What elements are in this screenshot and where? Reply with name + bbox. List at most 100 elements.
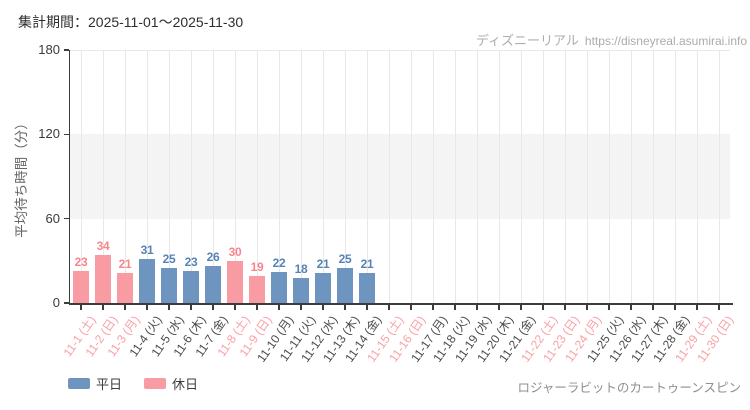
- bar-value-label: 25: [338, 251, 352, 266]
- x-axis-tick: [278, 304, 280, 310]
- bar-value-label: 22: [272, 256, 286, 271]
- gridline-vertical: [696, 50, 698, 303]
- y-axis-tick-label: 180: [38, 42, 60, 57]
- gridline-vertical: [608, 50, 610, 303]
- gridline-top: [70, 50, 730, 51]
- gridline-vertical: [234, 50, 236, 303]
- gridline-vertical: [256, 50, 258, 303]
- site-watermark: ディズニーリアル https://disneyreal.asumirai.info: [476, 30, 747, 49]
- x-axis-tick: [300, 304, 302, 310]
- x-axis-tick: [630, 304, 632, 310]
- gridline-vertical: [80, 50, 82, 303]
- gridline-vertical: [212, 50, 214, 303]
- x-axis-line: [68, 303, 733, 305]
- gridline-vertical: [168, 50, 170, 303]
- gridline-vertical: [454, 50, 456, 303]
- gridline-vertical: [388, 50, 390, 303]
- bar-value-label: 21: [316, 257, 330, 272]
- gridline-vertical: [190, 50, 192, 303]
- x-axis-tick: [454, 304, 456, 310]
- x-axis-tick: [124, 304, 126, 310]
- y-axis-tick: [63, 49, 69, 51]
- x-axis-tick: [542, 304, 544, 310]
- wait-time-bar[interactable]: [249, 276, 265, 303]
- gridline-vertical: [630, 50, 632, 303]
- chart-legend: 平日 休日: [68, 374, 198, 393]
- wait-time-bar[interactable]: [337, 267, 353, 303]
- bar-value-label: 18: [294, 261, 308, 276]
- x-axis-tick: [476, 304, 478, 310]
- x-axis-tick: [564, 304, 566, 310]
- x-axis-tick: [102, 304, 104, 310]
- bar-value-label: 21: [118, 257, 132, 272]
- x-axis-tick: [410, 304, 412, 310]
- x-axis-tick: [498, 304, 500, 310]
- legend-item-weekday[interactable]: 平日: [68, 374, 122, 393]
- gridline-vertical: [102, 50, 104, 303]
- bar-value-label: 31: [140, 243, 154, 258]
- x-axis-tick: [256, 304, 258, 310]
- y-axis-tick: [63, 133, 69, 136]
- gridline-vertical: [366, 50, 368, 303]
- site-name: ディズニーリアル: [475, 33, 579, 48]
- x-axis-tick: [190, 304, 192, 310]
- gridline-vertical: [520, 50, 522, 303]
- wait-time-bar[interactable]: [139, 259, 155, 303]
- bar-value-label: 34: [96, 239, 110, 254]
- x-axis-tick: [652, 304, 654, 310]
- x-axis-tick: [432, 304, 434, 310]
- x-axis-tick: [80, 304, 82, 310]
- gridline-vertical: [300, 50, 302, 303]
- wait-time-bar[interactable]: [117, 273, 133, 303]
- bar-value-label: 26: [206, 250, 220, 265]
- gridline-vertical: [322, 50, 324, 303]
- gridline-vertical: [498, 50, 500, 303]
- x-axis-tick: [168, 304, 170, 310]
- gridline-vertical: [344, 50, 346, 303]
- x-axis-tick: [146, 304, 148, 310]
- x-axis-tick: [674, 304, 676, 310]
- bar-value-label: 23: [184, 254, 198, 269]
- wait-time-bar[interactable]: [293, 277, 309, 303]
- x-axis-tick: [322, 304, 324, 310]
- wait-time-bar[interactable]: [205, 266, 221, 303]
- y-axis-tick-label: 0: [52, 295, 60, 310]
- holiday-legend-swatch: [144, 378, 167, 389]
- wait-time-bar[interactable]: [95, 255, 111, 303]
- wait-time-bar[interactable]: [183, 270, 199, 303]
- x-axis-tick: [586, 304, 588, 310]
- gridline-vertical: [278, 50, 280, 303]
- wait-time-bar[interactable]: [227, 260, 243, 303]
- weekday-legend-swatch: [68, 378, 90, 389]
- y-axis-line: [68, 50, 70, 305]
- gridline-vertical: [674, 50, 676, 303]
- gridline-vertical: [718, 50, 720, 303]
- bar-value-label: 30: [228, 244, 242, 259]
- y-axis-tick: [63, 217, 69, 220]
- gridline-vertical: [146, 50, 148, 303]
- gridline-vertical: [586, 50, 588, 303]
- wait-time-bar[interactable]: [73, 270, 89, 303]
- chart-plot-area: 0 60 120 180 11-1 (土) 23 11-2 (日) 34 11-3 (月) 21 1…: [38, 42, 736, 365]
- holiday-legend-label: 休日: [172, 377, 199, 392]
- legend-item-holiday[interactable]: 休日: [144, 374, 198, 393]
- wait-time-bar[interactable]: [359, 273, 375, 303]
- wait-time-bar[interactable]: [271, 272, 287, 303]
- gridline-vertical: [432, 50, 434, 303]
- gridline-vertical: [652, 50, 654, 303]
- x-axis-tick: [718, 304, 720, 310]
- wait-time-bar[interactable]: [315, 273, 331, 303]
- x-axis-tick: [388, 304, 390, 310]
- wait-time-bar[interactable]: [161, 267, 177, 303]
- y-axis-tick-label: 60: [45, 210, 60, 226]
- site-url: https://disneyreal.asumirai.info: [584, 34, 747, 48]
- x-axis-tick: [212, 304, 214, 310]
- shaded-band-60-120: [70, 134, 730, 219]
- weekday-legend-label: 平日: [96, 377, 123, 392]
- x-axis-tick: [366, 304, 368, 310]
- bar-value-label: 25: [162, 251, 176, 266]
- x-axis-tick: [608, 304, 610, 310]
- attraction-name-label: ロジャーラビットのカートゥーンスピン: [517, 381, 741, 395]
- x-axis-tick: [696, 304, 698, 310]
